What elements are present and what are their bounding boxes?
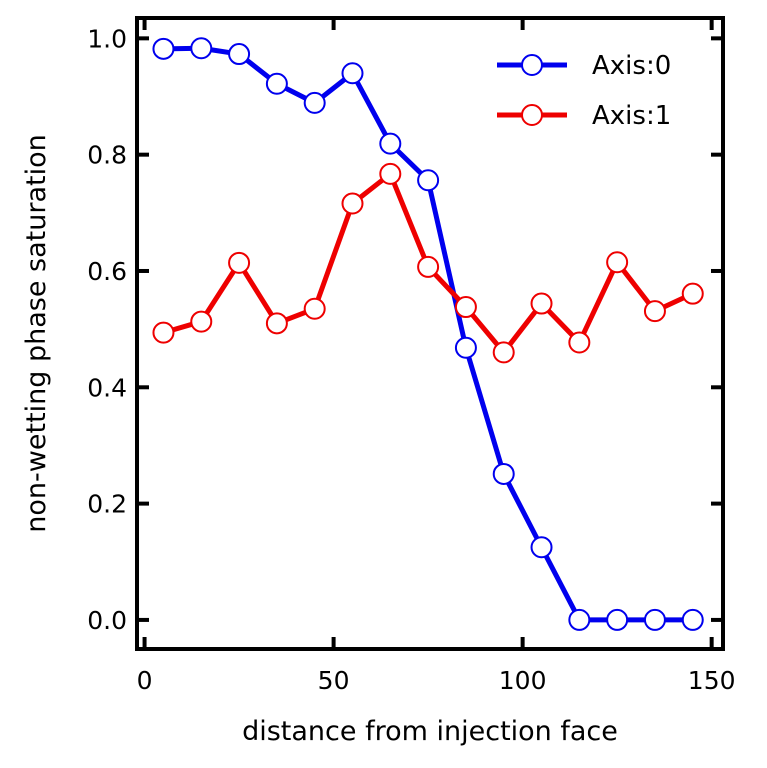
data-point <box>606 251 629 274</box>
data-point <box>379 162 402 185</box>
legend: Axis:0 Axis:1 <box>497 51 671 131</box>
data-point <box>152 37 175 60</box>
y-tick-label: 0.0 <box>87 606 127 635</box>
x-tick-label: 100 <box>499 666 547 695</box>
data-point <box>643 300 666 323</box>
data-point <box>228 43 251 66</box>
data-point <box>190 310 213 333</box>
y-axis-title: non-wetting phase saturation <box>21 134 52 532</box>
data-point <box>530 292 553 315</box>
legend-label: Axis:0 <box>592 51 671 81</box>
legend-marker <box>521 104 543 126</box>
data-point <box>417 169 440 192</box>
x-axis-title: distance from injection face <box>242 716 618 747</box>
data-point <box>265 72 288 95</box>
y-tick-label: 0.4 <box>87 373 127 402</box>
data-point <box>643 608 666 631</box>
data-point <box>530 536 553 559</box>
y-tick-label: 0.8 <box>87 141 127 170</box>
x-tick-label: 150 <box>688 666 736 695</box>
series-line <box>163 45 693 623</box>
y-tick-label: 0.2 <box>87 490 127 519</box>
data-point <box>303 91 326 114</box>
data-point <box>492 341 515 364</box>
data-point <box>341 192 364 215</box>
data-point <box>417 255 440 278</box>
data-point <box>303 297 326 320</box>
data-point <box>606 608 629 631</box>
x-tick-label: 50 <box>318 666 350 695</box>
series-1 <box>152 162 704 364</box>
series-layer <box>152 37 704 631</box>
legend-label: Axis:1 <box>592 101 671 131</box>
data-point <box>681 608 704 631</box>
data-point <box>568 608 591 631</box>
data-point <box>681 282 704 305</box>
data-point <box>568 331 591 354</box>
x-tick-label: 0 <box>137 666 153 695</box>
data-point <box>152 321 175 344</box>
y-tick-label: 1.0 <box>87 24 127 53</box>
data-point <box>190 37 213 60</box>
data-point <box>492 462 515 485</box>
data-point <box>265 312 288 335</box>
data-point <box>228 251 251 274</box>
plot-frame <box>135 16 725 651</box>
data-point <box>379 132 402 155</box>
data-point <box>341 62 364 85</box>
data-point <box>454 296 477 319</box>
data-point <box>454 336 477 359</box>
series-0 <box>152 37 704 631</box>
legend-marker <box>521 54 543 76</box>
y-tick-label: 0.6 <box>87 257 127 286</box>
tick-labels: 0 50 100 150 0.0 0.2 0.4 0.6 0.8 1.0 <box>87 24 735 695</box>
